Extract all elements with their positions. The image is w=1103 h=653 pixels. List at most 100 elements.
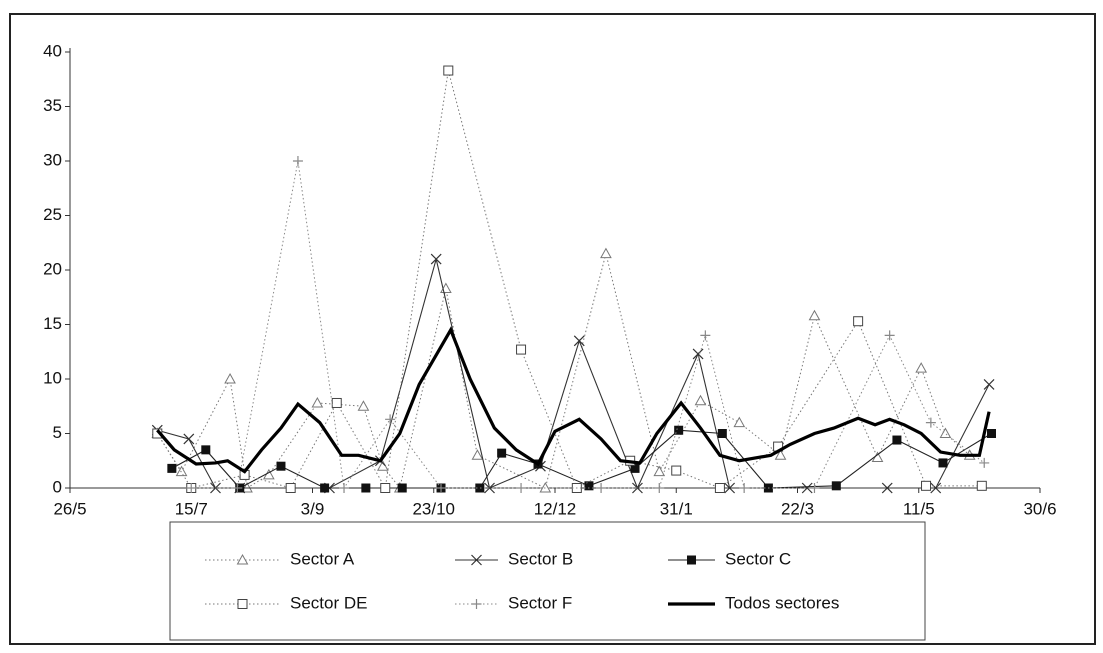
y-tick-label: 20	[43, 259, 62, 278]
x-tick-label: 12/12	[534, 499, 577, 518]
marker-x	[801, 482, 813, 494]
marker-square	[331, 397, 342, 408]
marker-square	[714, 483, 725, 493]
marker-square	[380, 483, 391, 493]
marker-plus	[596, 483, 607, 493]
marker-x	[983, 379, 995, 390]
marker-triangle	[808, 309, 821, 321]
marker-square	[717, 429, 727, 438]
legend-label: Todos sectores	[725, 593, 839, 612]
marker-square	[987, 429, 996, 438]
marker-triangle	[774, 449, 787, 460]
x-tick-label: 15/7	[175, 499, 208, 518]
marker-square	[516, 344, 527, 355]
y-tick-label: 15	[43, 314, 62, 333]
marker-square	[285, 483, 296, 493]
marker-square	[167, 463, 177, 473]
legend-label: Sector C	[725, 549, 791, 568]
marker-plus	[436, 483, 447, 493]
legend-label: Sector F	[508, 593, 572, 612]
series-line	[191, 160, 985, 490]
marker-square	[320, 483, 330, 493]
x-tick-label: 11/5	[903, 499, 935, 518]
marker-plus	[979, 457, 990, 468]
marker-triangle	[236, 553, 249, 565]
marker-square	[276, 461, 286, 471]
marker-triangle	[653, 465, 666, 477]
marker-plus	[339, 483, 350, 493]
marker-plus	[292, 156, 303, 166]
x-tick-label: 26/5	[53, 499, 86, 518]
marker-square	[475, 483, 485, 493]
y-tick-label: 25	[43, 205, 62, 224]
y-tick-label: 5	[53, 423, 62, 442]
marker-triangle	[733, 416, 746, 428]
marker-triangle	[939, 427, 952, 438]
marker-plus	[739, 483, 750, 493]
legend-label: Sector B	[508, 549, 573, 568]
marker-square	[630, 463, 640, 473]
marker-square	[938, 458, 948, 468]
y-tick-label: 0	[53, 477, 62, 496]
marker-triangle	[357, 400, 370, 411]
marker-square	[497, 448, 507, 458]
marker-triangle	[694, 394, 707, 406]
marker-triangle	[175, 465, 188, 477]
marker-square	[397, 483, 407, 493]
series-line	[171, 429, 992, 489]
marker-x	[430, 253, 442, 265]
marker-x	[183, 433, 195, 445]
marker-plus	[516, 483, 527, 493]
marker-plus	[809, 483, 820, 493]
marker-triangle	[600, 247, 612, 259]
marker-plus	[925, 417, 936, 428]
series-line	[157, 258, 990, 490]
marker-plus	[385, 414, 396, 425]
marker-square	[853, 316, 864, 327]
x-tick-label: 31/1	[660, 499, 693, 518]
marker-square	[671, 465, 682, 476]
y-tick-label: 40	[43, 41, 62, 60]
marker-plus	[884, 330, 895, 341]
marker-x	[471, 554, 482, 566]
marker-square	[201, 445, 211, 455]
legend-label: Sector DE	[290, 593, 367, 612]
marker-triangle	[311, 396, 324, 408]
marker-square	[687, 555, 696, 565]
marker-triangle	[471, 449, 484, 460]
marker-square	[892, 435, 902, 445]
marker-plus	[700, 330, 711, 341]
x-tick-label: 22/3	[781, 499, 814, 518]
marker-square	[674, 425, 684, 435]
marker-square	[237, 599, 248, 609]
marker-plus	[471, 599, 482, 609]
series-line	[156, 326, 991, 474]
y-tick-label: 35	[43, 96, 62, 115]
series-line	[156, 70, 982, 490]
marker-square	[831, 481, 841, 491]
x-tick-label: 3/9	[301, 499, 325, 518]
x-tick-label: 23/10	[412, 499, 455, 518]
marker-x	[881, 482, 893, 494]
marker-x	[724, 482, 736, 494]
marker-plus	[186, 483, 197, 493]
marker-triangle	[224, 372, 236, 384]
legend-label: Sector A	[290, 549, 355, 568]
series-line	[156, 253, 971, 490]
marker-square	[976, 480, 987, 491]
legend-box	[169, 521, 926, 641]
y-tick-label: 10	[43, 368, 62, 387]
marker-square	[921, 480, 932, 491]
x-tick-label: 30/6	[1023, 499, 1056, 518]
y-tick-label: 30	[43, 150, 62, 169]
marker-x	[573, 335, 585, 347]
marker-square	[443, 65, 454, 76]
marker-square	[584, 481, 594, 491]
marker-plus	[232, 483, 243, 493]
marker-plus	[654, 483, 665, 493]
marker-x	[692, 348, 704, 360]
marker-triangle	[915, 362, 928, 373]
chart-frame	[9, 13, 1096, 645]
